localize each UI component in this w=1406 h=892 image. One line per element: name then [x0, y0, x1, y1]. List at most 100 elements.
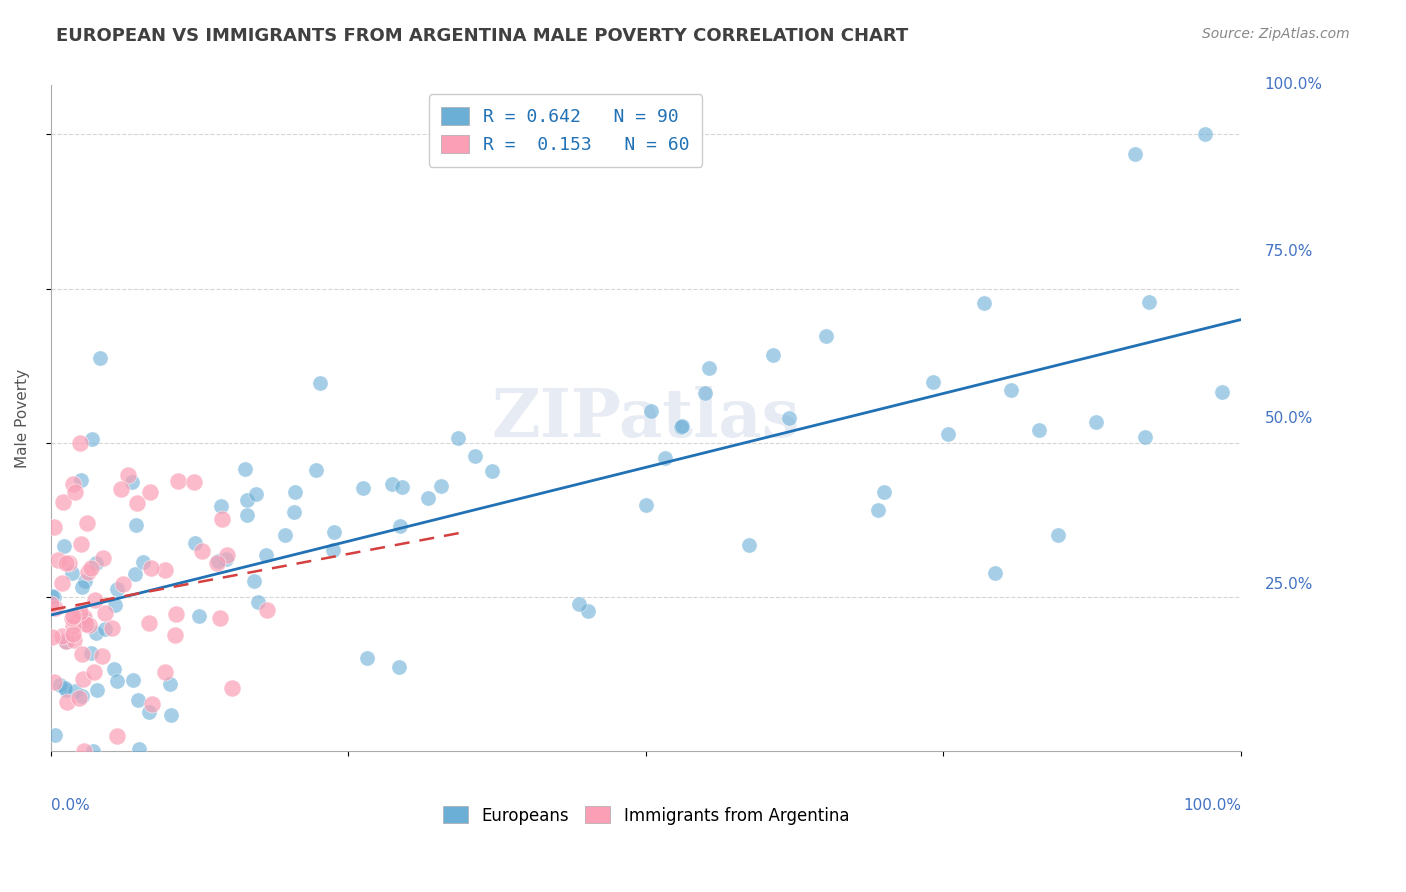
Point	[70, 537, 93, 551]
Point	[84, 556, 107, 570]
Point	[82, 744, 104, 758]
Point	[576, 604, 599, 618]
Point	[209, 500, 232, 514]
Point	[695, 386, 717, 401]
Point	[44, 728, 66, 742]
Point	[322, 543, 344, 558]
Point	[60, 566, 83, 580]
Point	[247, 595, 270, 609]
Point	[283, 505, 305, 519]
Point	[69, 435, 91, 450]
Point	[53, 539, 76, 553]
Point	[165, 607, 187, 621]
Point	[125, 518, 148, 533]
Point	[75, 613, 97, 627]
Point	[191, 544, 214, 558]
Point	[738, 538, 761, 552]
Point	[305, 463, 328, 477]
Point	[153, 563, 176, 577]
Point	[86, 626, 108, 640]
Point	[388, 660, 411, 674]
Point	[208, 611, 231, 625]
Point	[55, 683, 77, 698]
Point	[93, 623, 115, 637]
Text: ZIPatlas: ZIPatlas	[492, 385, 800, 450]
Point	[70, 690, 93, 704]
Point	[124, 567, 146, 582]
Point	[44, 600, 66, 615]
Point	[42, 590, 65, 604]
Point	[245, 487, 267, 501]
Point	[1028, 424, 1050, 438]
Point	[380, 477, 402, 491]
Point	[39, 598, 62, 612]
Point	[568, 597, 591, 611]
Point	[141, 697, 163, 711]
Point	[671, 419, 693, 434]
Point	[1137, 294, 1160, 309]
Point	[1133, 430, 1156, 444]
Point	[256, 603, 278, 617]
Point	[254, 548, 277, 562]
Text: Source: ZipAtlas.com: Source: ZipAtlas.com	[1202, 27, 1350, 41]
Point	[69, 473, 91, 487]
Point	[600, 128, 623, 142]
Point	[389, 518, 412, 533]
Point	[697, 360, 720, 375]
Point	[111, 576, 134, 591]
Point	[284, 484, 307, 499]
Point	[165, 628, 187, 642]
Point	[121, 673, 143, 688]
Y-axis label: Male Poverty: Male Poverty	[15, 368, 30, 467]
Point	[236, 492, 259, 507]
Point	[62, 619, 84, 633]
Point	[1000, 383, 1022, 397]
Point	[69, 691, 91, 706]
Point	[669, 419, 692, 434]
Point	[127, 496, 149, 510]
Point	[52, 495, 75, 509]
Point	[233, 462, 256, 476]
Point	[80, 560, 103, 574]
Point	[159, 676, 181, 690]
Point	[55, 556, 77, 570]
Text: 100.0%: 100.0%	[1265, 78, 1323, 93]
Point	[418, 491, 440, 505]
Point	[80, 433, 103, 447]
Point	[141, 561, 163, 575]
Point	[110, 483, 132, 497]
Point	[44, 520, 66, 534]
Point	[356, 650, 378, 665]
Text: 100.0%: 100.0%	[1182, 798, 1241, 813]
Point	[778, 411, 800, 425]
Point	[49, 678, 72, 692]
Point	[80, 646, 103, 660]
Point	[167, 474, 190, 488]
Point	[481, 464, 503, 478]
Point	[73, 610, 96, 624]
Point	[188, 609, 211, 624]
Point	[83, 665, 105, 680]
Point	[873, 485, 896, 500]
Point	[63, 485, 86, 500]
Point	[221, 681, 243, 696]
Point	[654, 451, 676, 466]
Point	[58, 556, 80, 570]
Point	[323, 524, 346, 539]
Point	[242, 574, 264, 588]
Point	[128, 742, 150, 756]
Point	[72, 672, 94, 686]
Point	[160, 708, 183, 723]
Point	[430, 479, 453, 493]
Point	[60, 611, 83, 625]
Text: 75.0%: 75.0%	[1265, 244, 1313, 259]
Point	[101, 620, 124, 634]
Point	[984, 566, 1007, 581]
Point	[183, 475, 205, 490]
Point	[53, 681, 76, 695]
Point	[70, 647, 93, 661]
Point	[105, 582, 128, 596]
Point	[1047, 528, 1070, 542]
Point	[62, 477, 84, 491]
Point	[936, 426, 959, 441]
